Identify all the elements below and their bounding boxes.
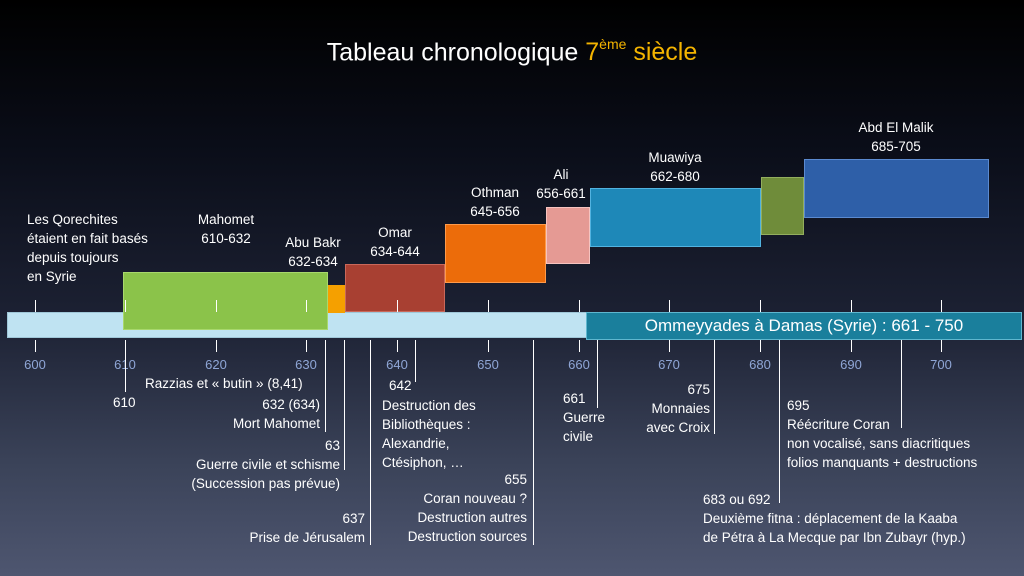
ruler-years: 632-634 [288, 254, 338, 269]
ruler-name: Muawiya [648, 150, 702, 165]
event-line-675 [714, 340, 715, 434]
year-label: 700 [930, 357, 952, 372]
label-othman: Othman 645-656 [455, 183, 535, 221]
axis-tick [397, 300, 398, 312]
axis-tick [941, 340, 942, 352]
ruler-name: Mahomet [197, 212, 255, 227]
axis-tick [35, 340, 36, 352]
ruler-name: Ali [553, 167, 569, 182]
event-637: 637 Prise de Jérusalem [249, 511, 365, 545]
bar-omar [345, 264, 445, 312]
axis-tick [125, 300, 126, 312]
title-accent-number: 7 [585, 38, 600, 67]
label-abdelmalik: Abd El Malik 685-705 [840, 118, 952, 156]
bar-abdelmalik [804, 159, 989, 218]
event-642-year: 642 [389, 378, 412, 393]
event-line-632 [325, 340, 326, 432]
label-omar: Omar 634-644 [355, 223, 435, 261]
axis-tick [579, 340, 580, 352]
axis-tick [216, 340, 217, 352]
title-accent-superscript: ème [599, 36, 627, 52]
axis-tick [306, 340, 307, 352]
event-line-661 [597, 340, 598, 408]
axis-tick [669, 340, 670, 352]
ruler-years: 645-656 [470, 204, 520, 219]
year-label: 660 [568, 357, 590, 372]
event-675: 675 Monnaies avec Croix [646, 382, 710, 435]
bar-transition [761, 177, 804, 235]
year-label: 670 [658, 357, 680, 372]
axis-tick [488, 300, 489, 312]
title-accent: 7ème siècle [585, 36, 698, 67]
year-label: 600 [24, 357, 46, 372]
axis-tick [941, 300, 942, 312]
year-label: 630 [295, 357, 317, 372]
axis-tick [397, 340, 398, 352]
event-642-text: Destruction des Bibliothèques : Alexandr… [382, 398, 476, 470]
title-main: Tableau chronologique [326, 38, 586, 67]
axis-tick [125, 340, 126, 352]
ruler-name: Othman [470, 185, 520, 200]
event-632: 632 (634) Mort Mahomet [232, 397, 320, 431]
axis-tick [579, 300, 580, 312]
event-line-642 [415, 340, 416, 382]
event-line-695 [901, 340, 902, 428]
axis-tick [216, 300, 217, 312]
axis-tick [851, 300, 852, 312]
ruler-years: 662-680 [650, 169, 700, 184]
year-label: 680 [749, 357, 771, 372]
event-line-683 [779, 340, 780, 503]
label-mahomet: Mahomet 610-632 [180, 210, 272, 248]
event-661: 661 Guerre civile [563, 391, 606, 444]
event-line-610 [125, 352, 126, 392]
event-line-63 [344, 340, 345, 470]
bar-mahomet [123, 272, 328, 330]
qorechites-note: Les Qorechites étaient en fait basés dep… [27, 212, 148, 284]
title-accent-word: siècle [626, 38, 698, 67]
year-label: 620 [205, 357, 227, 372]
event-63: 63 Guerre civile et schisme (Succession … [191, 438, 340, 491]
year-label: 640 [386, 357, 408, 372]
axis-tick [760, 340, 761, 352]
axis-tick [851, 340, 852, 352]
ruler-name: Abd El Malik [858, 120, 934, 135]
bar-othman [445, 224, 546, 283]
event-line-637 [370, 340, 371, 545]
axis-tick [306, 300, 307, 312]
axis-tick [669, 300, 670, 312]
axis-tick [35, 300, 36, 312]
axis-tick [488, 340, 489, 352]
bar-ali [546, 207, 590, 264]
year-label: 650 [477, 357, 499, 372]
event-683: 683 ou 692 Deuxième fitna : déplacement … [703, 492, 966, 545]
label-ali: Ali 656-661 [528, 165, 594, 203]
ruler-years: 685-705 [871, 139, 921, 154]
ruler-name: Omar [378, 225, 412, 240]
event-610-year: 610 [113, 395, 136, 410]
event-695: 695 Réécriture Coran non vocalisé, sans … [787, 398, 978, 470]
event-610-razzias: Razzias et « butin » (8,41) [145, 376, 303, 391]
bar-muawiya [590, 188, 761, 247]
axis-tick [760, 300, 761, 312]
event-655: 655 Coran nouveau ? Destruction autres D… [407, 472, 527, 544]
ruler-years: 656-661 [536, 186, 586, 201]
label-abubakr: Abu Bakr 632-634 [272, 233, 354, 271]
omeyyades-bar: Ommeyyades à Damas (Syrie) : 661 - 750 [586, 312, 1022, 340]
ruler-years: 610-632 [201, 231, 251, 246]
ruler-years: 634-644 [370, 244, 420, 259]
year-label: 690 [840, 357, 862, 372]
event-line-655 [533, 340, 534, 545]
year-label: 610 [105, 357, 145, 372]
page-title: Tableau chronologique 7ème siècle [0, 36, 1024, 67]
ruler-name: Abu Bakr [285, 235, 341, 250]
label-muawiya: Muawiya 662-680 [630, 148, 720, 186]
bar-abubakr [328, 285, 345, 313]
